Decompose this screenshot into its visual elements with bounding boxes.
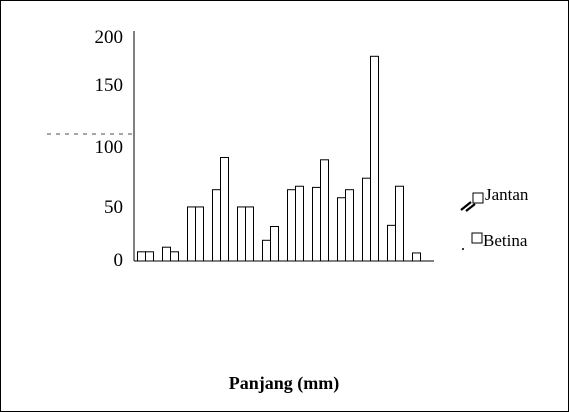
legend-label-jantan: Jantan bbox=[485, 185, 529, 204]
bar-jantan-8 bbox=[312, 186, 321, 262]
y-tick-label: 50 bbox=[104, 197, 123, 218]
bar-jantan-7 bbox=[287, 189, 296, 262]
bar-jantan-4 bbox=[212, 189, 221, 262]
legend-item-betina: Betina bbox=[462, 231, 528, 250]
bar-jantan-9 bbox=[337, 197, 346, 262]
hatch-icon bbox=[460, 201, 472, 211]
bar-betina-11 bbox=[395, 185, 404, 262]
bar-betina-1 bbox=[145, 251, 154, 262]
y-tick-label: 100 bbox=[95, 137, 124, 158]
bar-betina-7 bbox=[295, 185, 304, 262]
bars-group bbox=[137, 55, 421, 262]
bar-jantan-6 bbox=[262, 239, 271, 262]
bar-jantan-1 bbox=[137, 251, 146, 262]
legend-item-jantan: Jantan bbox=[460, 185, 529, 212]
y-tick-label: 200 bbox=[95, 27, 124, 48]
bar-betina-9 bbox=[345, 189, 354, 262]
bar-betina-8 bbox=[320, 159, 329, 262]
bar-betina-6 bbox=[270, 226, 279, 262]
legend-swatch-jantan bbox=[472, 192, 484, 204]
y-tick-label: 150 bbox=[95, 75, 124, 96]
bar-jantan-2 bbox=[162, 246, 171, 262]
bar-jantan-10 bbox=[362, 177, 371, 262]
bar-jantan-11 bbox=[387, 224, 396, 262]
bar-jantan-5 bbox=[237, 206, 246, 262]
dot-icon bbox=[462, 248, 464, 250]
hatch-icon bbox=[465, 203, 476, 212]
y-tick-label: 0 bbox=[114, 250, 124, 271]
bar-jantan-3 bbox=[187, 206, 196, 262]
bar-jantan-12 bbox=[412, 252, 421, 262]
legend: Jantan Betina bbox=[460, 185, 529, 250]
bar-betina-4 bbox=[220, 157, 229, 262]
bar-betina-2 bbox=[170, 251, 179, 262]
legend-swatch-betina bbox=[471, 232, 483, 244]
bar-betina-3 bbox=[195, 206, 204, 262]
bar-betina-5 bbox=[245, 206, 254, 262]
legend-label-betina: Betina bbox=[483, 231, 528, 250]
x-axis-label: Panjang (mm) bbox=[229, 373, 340, 394]
bar-betina-10 bbox=[370, 55, 379, 262]
